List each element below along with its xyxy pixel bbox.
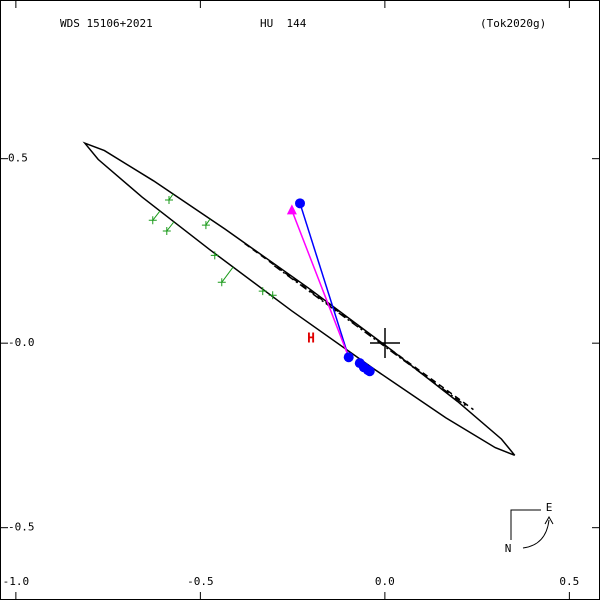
- observation: [148, 216, 157, 225]
- compass-north: N: [505, 542, 512, 555]
- residual-line: [168, 193, 174, 201]
- series-line: [291, 210, 350, 358]
- y-tick-label: -0.5: [8, 521, 35, 534]
- compass-east: E: [546, 501, 553, 514]
- residual-line: [205, 218, 211, 226]
- observation: [165, 196, 174, 204]
- series-line: [273, 265, 467, 407]
- residual-line: [152, 210, 161, 221]
- x-tick-label: -1.0: [3, 575, 30, 588]
- dot-marker: [364, 366, 375, 377]
- annotation: H: [307, 332, 315, 347]
- reference: (Tok2020g): [480, 17, 546, 30]
- observation: [162, 226, 171, 235]
- x-tick-label: 0.5: [559, 575, 579, 588]
- star-name: HU 144: [260, 17, 307, 30]
- y-tick-label: -0.0: [8, 336, 35, 349]
- series-line: [82, 141, 516, 457]
- dot-marker: [295, 198, 305, 209]
- observation: [268, 291, 277, 300]
- triangle-marker: [286, 204, 297, 215]
- observation: [217, 278, 226, 287]
- x-tick-label: -0.5: [187, 575, 214, 588]
- wds-id: WDS 15106+2021: [60, 17, 153, 30]
- observation: [210, 251, 219, 260]
- observation: [258, 287, 267, 296]
- series-line: [244, 242, 474, 411]
- primary-star: [370, 328, 400, 358]
- series-line: [299, 203, 350, 358]
- residual-line: [166, 221, 175, 232]
- y-tick-label: 0.5: [8, 152, 28, 165]
- residual-line: [221, 266, 234, 283]
- x-tick-label: 0.0: [375, 575, 395, 588]
- dot-marker: [343, 352, 354, 363]
- observation: [201, 221, 210, 230]
- compass: [510, 509, 554, 549]
